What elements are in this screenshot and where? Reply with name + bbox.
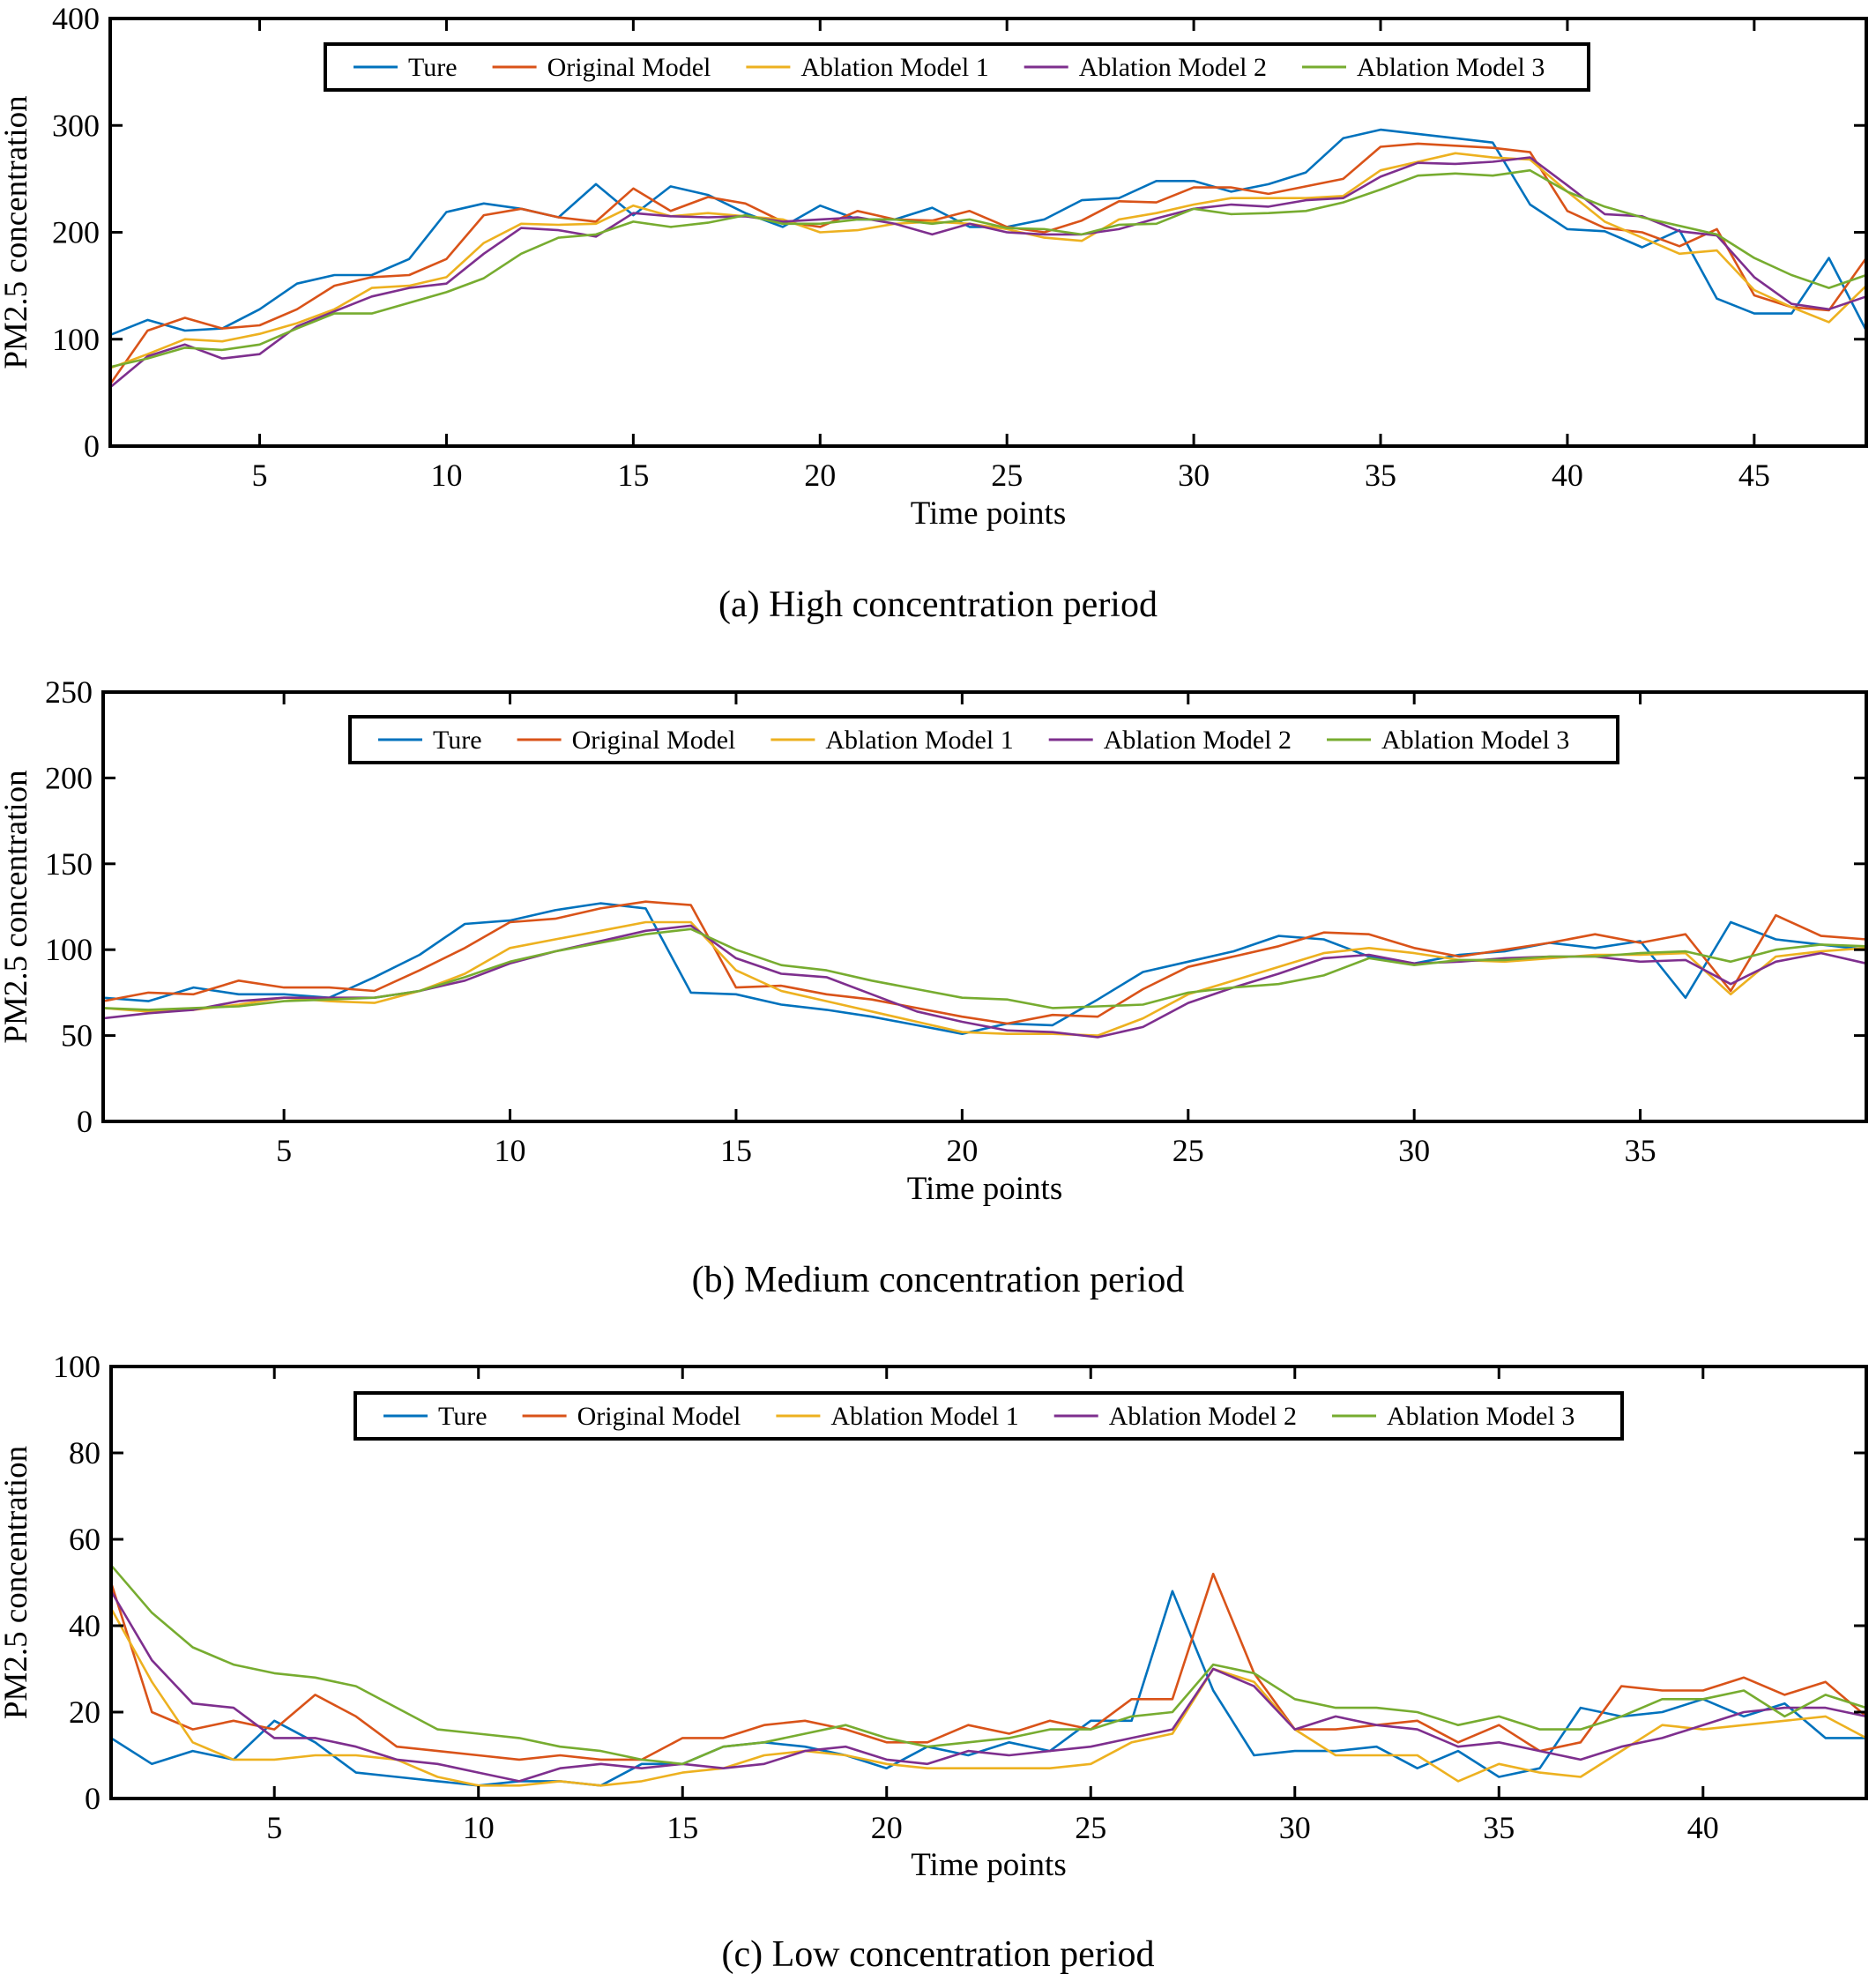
y-tick-label: 100: [45, 932, 93, 967]
legend-box: [348, 715, 1619, 764]
x-tick-label: 15: [666, 1810, 698, 1845]
x-tick-label: 20: [804, 458, 836, 493]
legend-label-ablation-model-3: Ablation Model 3: [1387, 1402, 1574, 1431]
x-tick-label: 20: [871, 1810, 903, 1845]
y-tick-label: 50: [61, 1018, 93, 1054]
y-tick-label: 100: [52, 322, 100, 357]
legend-label-ablation-model-1: Ablation Model 1: [825, 726, 1013, 755]
legend-label-original-model: Original Model: [577, 1402, 741, 1431]
y-tick-label: 0: [84, 428, 100, 464]
series-line-ablation-model-2: [108, 156, 1868, 389]
x-tick-label: 10: [463, 1810, 495, 1845]
legend-label-ablation-model-1: Ablation Model 1: [800, 53, 988, 82]
series-line-original-model: [101, 900, 1868, 1025]
x-tick-label: 35: [1365, 458, 1396, 493]
x-tick-label: 30: [1398, 1133, 1430, 1168]
x-axis-label: Time points: [911, 495, 1067, 532]
panel-caption: (b) Medium concentration period: [692, 1260, 1185, 1300]
series-lines: [109, 1564, 1868, 1787]
y-tick-label: 0: [85, 1781, 100, 1816]
legend-label-original-model: Original Model: [572, 726, 736, 755]
x-tick-label: 45: [1738, 458, 1770, 493]
x-axis-label: Time points: [907, 1171, 1063, 1207]
legend-label-ablation-model-3: Ablation Model 3: [1357, 53, 1545, 82]
x-tick-label: 35: [1483, 1810, 1515, 1845]
panel-high-concentration: 5 10 15 20 25 30 35 40 45 0 100 200 300 400 Time point…: [0, 1, 1868, 625]
x-tick-label: 5: [276, 1133, 292, 1168]
series-line-ablation-model-1: [108, 152, 1868, 369]
x-tick-label: 30: [1178, 458, 1210, 493]
y-tick-label: 0: [77, 1104, 93, 1139]
series-line-ablation-model-3: [101, 927, 1868, 1011]
legend-label-ture: Ture: [438, 1402, 488, 1431]
series-lines: [108, 128, 1868, 389]
legend-label-ablation-model-3: Ablation Model 3: [1381, 726, 1569, 755]
x-axis-label: Time points: [911, 1847, 1067, 1883]
series-line-ablation-model-3: [109, 1564, 1868, 1766]
series-line-ablation-model-1: [109, 1607, 1868, 1787]
x-tick-label: 25: [1075, 1810, 1106, 1845]
x-tick-label: 5: [252, 458, 268, 493]
x-tick-label: 15: [720, 1133, 752, 1168]
series-line-ablation-model-2: [109, 1590, 1868, 1783]
panel-low-concentration: 5 10 15 20 25 30 35 40 0 20 40 60 80 100 Time points PM…: [0, 1349, 1868, 1975]
y-tick-label: 100: [53, 1349, 100, 1384]
x-tick-label: 40: [1687, 1810, 1719, 1845]
y-tick-label: 200: [45, 760, 93, 795]
y-tick-label: 60: [69, 1522, 100, 1557]
x-tick-label: 35: [1625, 1133, 1656, 1168]
series-line-original-model: [108, 142, 1868, 386]
x-tick-label: 25: [1172, 1133, 1204, 1168]
legend: Ture Original Model Ablation Model 1 Ablati…: [348, 715, 1619, 764]
y-axis-label: PM2.5 concentration: [0, 770, 34, 1043]
series-line-ture: [109, 1590, 1868, 1787]
x-tick-label: 5: [266, 1810, 282, 1845]
series-line-ablation-model-1: [101, 920, 1868, 1037]
x-tick-label: 20: [946, 1133, 978, 1168]
legend-label-ablation-model-2: Ablation Model 2: [1109, 1402, 1297, 1431]
legend: Ture Original Model Ablation Model 1 Ablati…: [354, 1391, 1624, 1441]
y-tick-label: 40: [69, 1608, 100, 1643]
legend-label-ablation-model-1: Ablation Model 1: [830, 1402, 1018, 1431]
x-tick-label: 15: [617, 458, 649, 493]
y-tick-label: 400: [52, 1, 100, 36]
series-line-ture: [108, 128, 1868, 337]
legend-label-ture: Ture: [433, 726, 482, 755]
y-tick-label: 300: [52, 108, 100, 143]
panel-caption: (c) Low concentration period: [722, 1934, 1155, 1975]
y-tick-label: 80: [69, 1435, 100, 1471]
legend-label-ablation-model-2: Ablation Model 2: [1104, 726, 1292, 755]
y-tick-label: 20: [69, 1694, 100, 1730]
x-tick-label: 10: [430, 458, 462, 493]
legend-label-ablation-model-2: Ablation Model 2: [1079, 53, 1267, 82]
y-tick-label: 200: [52, 215, 100, 250]
series-lines: [101, 900, 1868, 1039]
x-tick-label: 10: [495, 1133, 526, 1168]
axes-box: [101, 690, 1868, 1123]
legend-label-ture: Ture: [408, 53, 458, 82]
axes-box: [109, 1365, 1868, 1800]
y-axis-label: PM2.5 concentration: [0, 1446, 34, 1719]
series-line-ablation-model-3: [108, 168, 1868, 369]
y-tick-label: 250: [45, 674, 93, 710]
legend-label-original-model: Original Model: [547, 53, 711, 82]
y-tick-label: 150: [45, 846, 93, 882]
series-line-ture: [101, 902, 1868, 1035]
panel-medium-concentration: 5 10 15 20 25 30 35 0 50 100 150 200 250 Time points P…: [0, 674, 1868, 1300]
y-axis-label: PM2.5 concentration: [0, 95, 34, 369]
legend: Ture Original Model Ablation Model 1 Ablati…: [324, 42, 1590, 92]
x-tick-label: 25: [991, 458, 1023, 493]
x-tick-label: 40: [1552, 458, 1583, 493]
x-tick-label: 30: [1279, 1810, 1311, 1845]
panel-caption: (a) High concentration period: [718, 585, 1158, 625]
series-line-original-model: [109, 1572, 1868, 1761]
